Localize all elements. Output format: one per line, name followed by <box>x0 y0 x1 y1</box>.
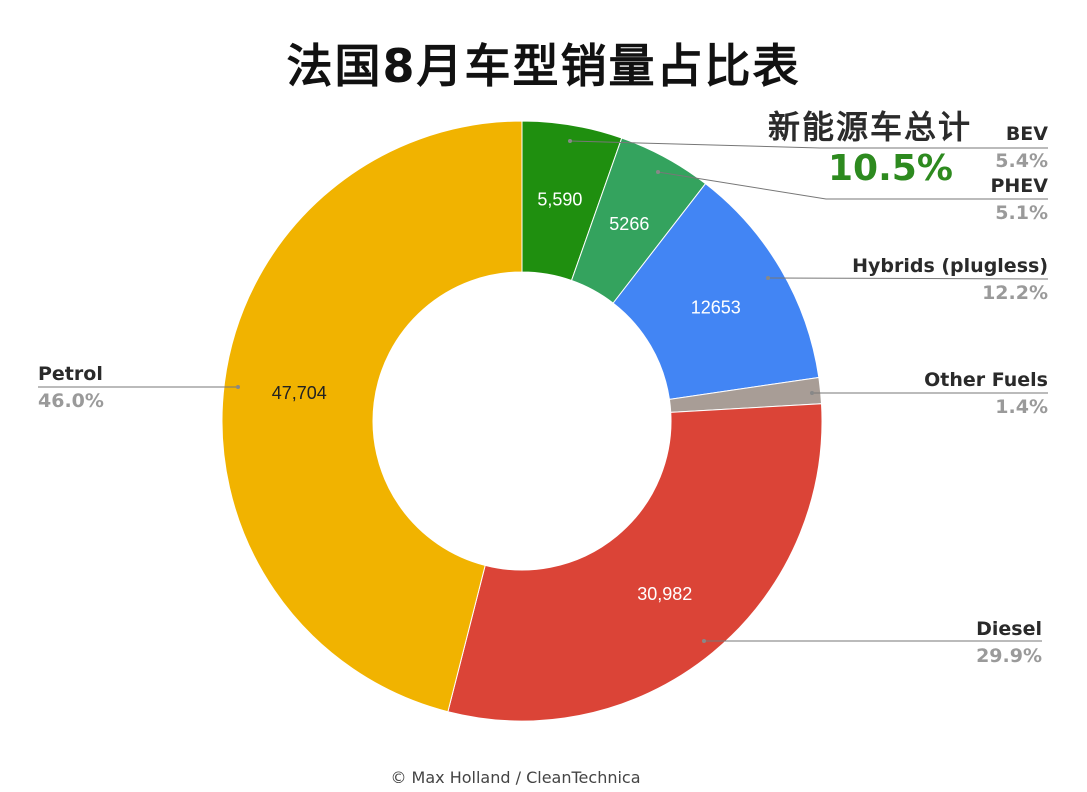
leader-line-hybrids-plugless <box>767 277 1049 280</box>
category-label-diesel: Diesel <box>976 618 1042 640</box>
value-label-phev: 5266 <box>609 214 649 234</box>
value-label-hybrids-plugless: 12653 <box>691 298 741 318</box>
percent-label-bev: 5.4% <box>995 150 1048 172</box>
percent-label-diesel: 29.9% <box>976 645 1042 667</box>
category-label-hybrids-plugless: Hybrids (plugless) <box>852 255 1048 277</box>
category-label-petrol: Petrol <box>38 363 103 385</box>
category-label-phev: PHEV <box>990 175 1048 197</box>
ev-total-label: 新能源车总计 <box>768 108 973 146</box>
percent-label-hybrids-plugless: 12.2% <box>982 282 1048 304</box>
category-label-bev: BEV <box>1006 123 1048 145</box>
credit-text: © Max Holland / CleanTechnica <box>390 768 641 787</box>
value-label-petrol: 47,704 <box>272 383 327 403</box>
ev-total-value: 10.5% <box>828 148 953 189</box>
percent-label-other-fuels: 1.4% <box>995 396 1048 418</box>
leader-dot-diesel <box>702 639 706 643</box>
value-label-diesel: 30,982 <box>637 584 692 604</box>
percent-label-phev: 5.1% <box>995 202 1048 224</box>
leader-dot-phev <box>656 170 660 174</box>
value-label-bev: 5,590 <box>537 190 582 210</box>
percent-label-petrol: 46.0% <box>38 390 104 412</box>
slice-diesel <box>447 403 823 722</box>
leader-dot-petrol <box>236 385 240 389</box>
leader-dot-bev <box>568 139 572 143</box>
leader-dot-hybrids-plugless <box>766 276 770 280</box>
slice-petrol <box>221 120 523 713</box>
chart-title: 法国8月车型销量占比表 <box>286 39 801 93</box>
leader-dot-other-fuels <box>810 391 814 395</box>
category-label-other-fuels: Other Fuels <box>924 369 1048 391</box>
leader-line-phev <box>657 171 1048 200</box>
leader-line-bev <box>569 140 1048 149</box>
